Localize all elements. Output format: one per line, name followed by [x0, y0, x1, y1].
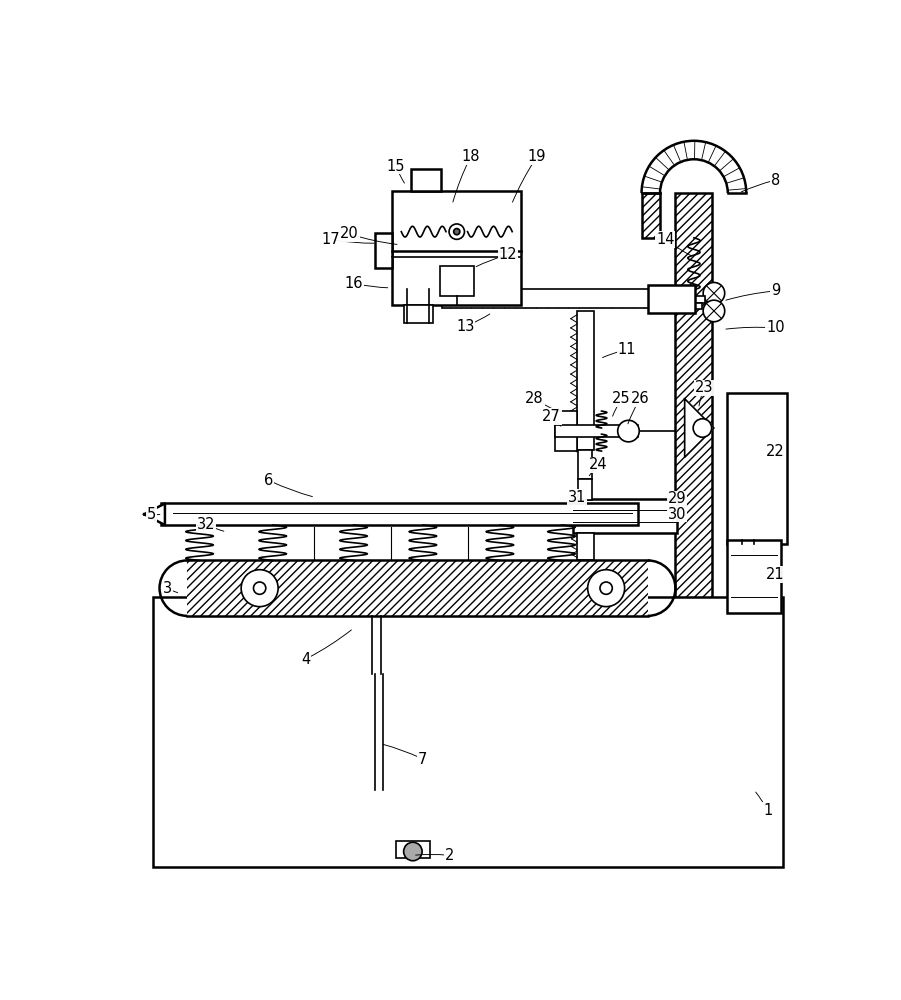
Bar	[578, 450, 592, 479]
Text: 7: 7	[418, 752, 428, 767]
Circle shape	[404, 842, 422, 861]
Text: 13: 13	[456, 319, 475, 334]
Text: 6: 6	[264, 473, 274, 488]
Bar	[577, 311, 594, 450]
Text: 14: 14	[656, 232, 675, 247]
Circle shape	[703, 282, 724, 304]
Bar	[573, 499, 677, 533]
Bar	[578, 479, 592, 500]
Bar	[440, 266, 474, 296]
Text: 27: 27	[542, 409, 560, 424]
Text: 18: 18	[461, 149, 480, 164]
Circle shape	[449, 224, 464, 239]
Bar	[642, 193, 660, 238]
Circle shape	[241, 570, 278, 607]
Bar	[676, 193, 713, 623]
Bar	[187, 560, 648, 616]
Text: 11: 11	[618, 342, 636, 357]
Bar	[687, 303, 702, 309]
Text: 4: 4	[301, 652, 311, 666]
Bar	[555, 411, 577, 451]
Text: 24: 24	[589, 457, 608, 472]
Bar	[161, 503, 639, 525]
Text: 30: 30	[668, 507, 687, 522]
Text: 29: 29	[668, 491, 687, 506]
Bar	[727, 540, 781, 613]
Text: 10: 10	[766, 320, 785, 335]
Text: 1: 1	[763, 803, 772, 818]
Text: 21: 21	[766, 567, 785, 582]
Polygon shape	[685, 399, 714, 457]
Bar	[577, 533, 594, 560]
Text: 15: 15	[387, 159, 405, 174]
Bar	[187, 560, 648, 616]
Text: 19: 19	[528, 149, 546, 164]
Text: 17: 17	[321, 232, 340, 247]
Bar	[727, 393, 787, 544]
Text: 28: 28	[525, 391, 544, 406]
Bar	[555, 425, 638, 437]
Circle shape	[587, 570, 624, 607]
Text: 23: 23	[695, 380, 714, 395]
Circle shape	[693, 419, 712, 437]
Text: 12: 12	[498, 247, 517, 262]
Circle shape	[600, 582, 613, 594]
Bar	[396, 841, 430, 858]
Bar	[375, 233, 392, 268]
Bar	[442, 289, 676, 308]
Bar	[392, 191, 522, 305]
Polygon shape	[144, 503, 165, 525]
Bar	[153, 597, 783, 867]
Text: 22: 22	[766, 444, 785, 459]
Bar	[404, 305, 432, 323]
Text: 5: 5	[147, 507, 157, 522]
Text: 32: 32	[196, 517, 215, 532]
Text: 9: 9	[771, 283, 780, 298]
Text: 3: 3	[163, 581, 172, 596]
Text: 16: 16	[344, 276, 363, 291]
Circle shape	[253, 582, 266, 594]
Text: 8: 8	[771, 173, 780, 188]
Text: 26: 26	[631, 391, 650, 406]
Text: 31: 31	[568, 490, 586, 505]
Text: 20: 20	[341, 226, 359, 241]
Circle shape	[454, 229, 460, 235]
Bar	[412, 169, 441, 191]
Circle shape	[703, 300, 724, 322]
Text: 2: 2	[445, 848, 454, 863]
Text: 25: 25	[612, 391, 631, 406]
Circle shape	[618, 420, 639, 442]
Bar	[649, 285, 695, 312]
Bar	[683, 296, 705, 303]
